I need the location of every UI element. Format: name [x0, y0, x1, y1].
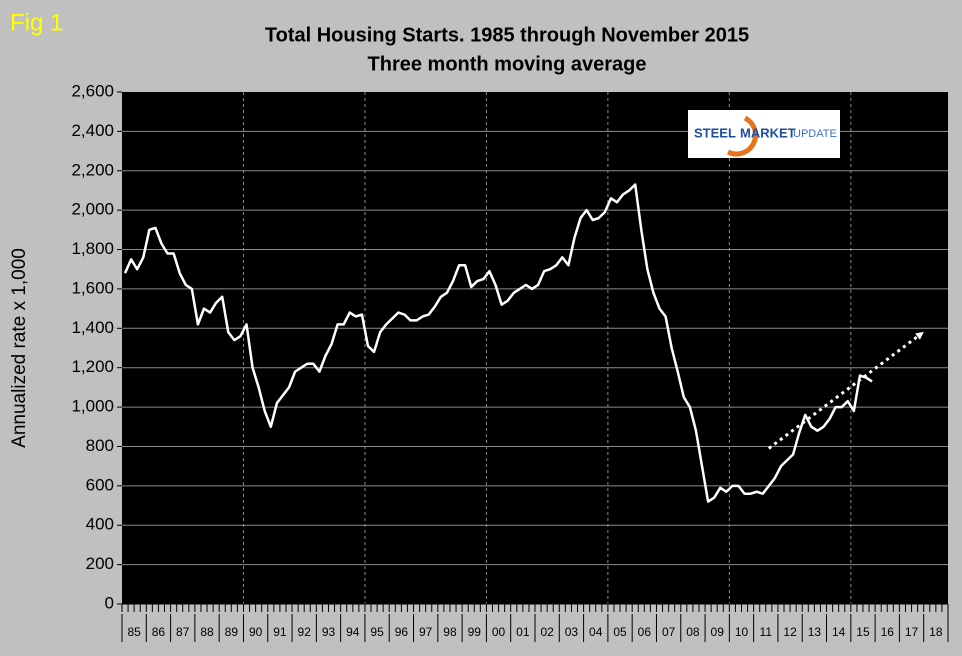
chart-title: Total Housing Starts. 1985 through Novem… [265, 24, 749, 46]
x-tick-label: 92 [298, 625, 312, 639]
x-tick-label: 07 [662, 625, 676, 639]
plot-area [122, 92, 948, 604]
x-tick-label: 18 [929, 625, 943, 639]
x-tick-label: 14 [832, 625, 846, 639]
x-tick-label: 02 [540, 625, 554, 639]
logo: STEEL MARKET UPDATE [688, 110, 840, 158]
x-tick-label: 97 [419, 625, 433, 639]
x-tick-label: 00 [492, 625, 506, 639]
y-tick-label: 1,000 [71, 397, 114, 416]
x-tick-label: 95 [370, 625, 384, 639]
x-tick-label: 09 [711, 625, 725, 639]
x-tick-label: 04 [589, 625, 603, 639]
logo-arc [726, 115, 758, 157]
y-tick-label: 1,400 [71, 318, 114, 337]
x-tick-label: 88 [200, 625, 214, 639]
y-tick-label: 0 [105, 593, 114, 612]
x-tick-label: 01 [516, 625, 530, 639]
y-tick-label: 1,600 [71, 278, 114, 297]
y-tick-label: 2,200 [71, 160, 114, 179]
x-tick-label: 08 [686, 625, 700, 639]
grid [122, 92, 948, 604]
x-tick-label: 05 [613, 625, 627, 639]
x-tick-label: 10 [735, 625, 749, 639]
series-line [123, 183, 873, 503]
y-tick-label: 400 [86, 515, 114, 534]
x-tick-label: 91 [273, 625, 287, 639]
chart-subtitle: Three month moving average [368, 53, 647, 75]
y-tick-label: 600 [86, 475, 114, 494]
x-tick-label: 93 [322, 625, 336, 639]
x-tick-label: 12 [783, 625, 797, 639]
y-axis-label: Annualized rate x 1,000 [9, 248, 30, 448]
y-tick-label: 1,800 [71, 239, 114, 258]
x-tick-label: 98 [443, 625, 457, 639]
y-tick-label: 800 [86, 436, 114, 455]
x-tick-label: 94 [346, 625, 360, 639]
x-tick-label: 89 [225, 625, 239, 639]
figure-label: Fig 1 [10, 9, 63, 36]
logo-box [688, 110, 840, 158]
y-tick-label: 1,200 [71, 357, 114, 376]
x-tick-label: 15 [856, 625, 870, 639]
x-tick-label: 96 [395, 625, 409, 639]
x-tick-label: 87 [176, 625, 190, 639]
x-tick-label: 99 [468, 625, 482, 639]
x-tick-label: 17 [905, 625, 919, 639]
x-tick-label: 11 [760, 625, 773, 639]
y-tick-label: 2,600 [71, 81, 114, 100]
logo-text: UPDATE [793, 128, 837, 140]
x-tick-label: 13 [808, 625, 822, 639]
x-tick-label: 06 [638, 625, 652, 639]
x-tick-label: 85 [127, 625, 141, 639]
x-tick-label: 90 [249, 625, 263, 639]
y-tick-label: 2,400 [71, 121, 114, 140]
logo-text: STEEL [694, 125, 736, 140]
logo-text: MARKET [740, 125, 796, 140]
y-tick-label: 200 [86, 554, 114, 573]
y-tick-label: 2,000 [71, 200, 114, 219]
x-tick-label: 86 [152, 625, 166, 639]
x-tick-label: 16 [881, 625, 895, 639]
x-tick-label: 03 [565, 625, 579, 639]
